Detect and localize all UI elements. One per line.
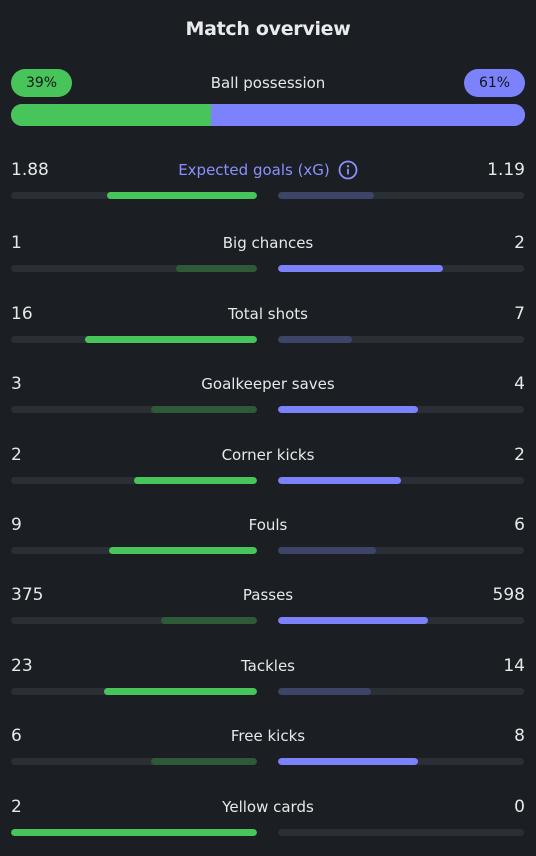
stat-row: 23 Tackles 14 [11,654,525,700]
stat-name: Fouls [111,513,425,537]
stat-label: Total shots [228,305,308,323]
away-stat-bar [278,547,524,554]
away-stat-bar-fill [278,617,429,624]
stat-label: Passes [242,586,294,604]
home-stat-value: 3 [11,374,22,394]
home-stat-bar-fill [175,265,257,272]
stat-label: Free kicks [230,727,306,745]
home-stat-bar [11,192,257,199]
home-stat-bar [11,829,257,836]
away-stat-bar [278,758,524,765]
away-stat-value: 2 [514,445,525,465]
away-stat-bar-fill [278,406,419,413]
away-stat-bar [278,688,524,695]
stat-name: Total shots [111,302,425,326]
stat-label: Expected goals (xG) [178,161,330,179]
home-stat-bar-fill [161,617,257,624]
home-stat-bar [11,758,257,765]
home-stat-bar [11,547,257,554]
away-stat-bar [278,477,524,484]
stat-row: 1.88 Expected goals (xG) 1.19 [11,158,525,204]
stat-row: 2 Corner kicks 2 [11,443,525,489]
away-stat-bar [278,265,524,272]
away-stat-value: 14 [503,656,525,676]
away-stat-value: 6 [514,515,525,535]
stat-name: Corner kicks [111,443,425,467]
stat-name: Goalkeeper saves [111,372,425,396]
stat-label: Goalkeeper saves [201,375,335,393]
stat-label: Tackles [240,657,296,675]
home-stat-bar-fill [84,336,257,343]
home-stat-value: 1 [11,233,22,253]
away-stat-bar-fill [278,336,352,343]
home-stat-bar-fill [106,192,257,199]
away-stat-bar-fill [278,758,419,765]
away-stat-bar [278,336,524,343]
home-stat-value: 6 [11,726,22,746]
home-stat-bar [11,688,257,695]
stat-row: 1 Big chances 2 [11,231,525,277]
stat-name[interactable]: Expected goals (xG) [111,158,425,182]
stat-name: Tackles [111,654,425,678]
away-stat-bar [278,192,524,199]
away-stat-bar-fill [278,192,374,199]
home-stat-bar [11,406,257,413]
home-stat-bar-fill [109,547,257,554]
stat-row: 2 Yellow cards 0 [11,795,525,841]
stat-row: 3 Goalkeeper saves 4 [11,372,525,418]
away-stat-value: 7 [514,304,525,324]
away-stat-value: 0 [514,797,525,817]
stat-row: 9 Fouls 6 [11,513,525,559]
stat-name: Passes [111,583,425,607]
home-stat-value: 16 [11,304,33,324]
home-stat-value: 375 [11,585,44,605]
away-possession-fill [211,104,525,126]
home-stat-value: 1.88 [11,160,49,180]
away-stat-bar-fill [278,265,443,272]
home-stat-bar-fill [134,477,257,484]
home-stat-value: 2 [11,797,22,817]
away-stat-bar-fill [278,547,377,554]
away-stat-value: 8 [514,726,525,746]
possession-bar [11,104,525,126]
stat-name: Big chances [111,231,425,255]
home-possession-fill [11,104,212,126]
stat-row: 6 Free kicks 8 [11,724,525,770]
stat-row: 375 Passes 598 [11,583,525,629]
away-stat-value: 1.19 [487,160,525,180]
home-stat-bar [11,477,257,484]
home-stat-value: 9 [11,515,22,535]
home-stat-bar [11,336,257,343]
away-possession-badge: 61% [464,69,525,97]
possession-label: Ball possession [210,74,326,92]
stat-label: Fouls [248,516,288,534]
stat-label: Big chances [222,234,314,252]
away-stat-value: 598 [492,585,525,605]
home-stat-bar-fill [104,688,257,695]
away-stat-bar-fill [278,688,372,695]
home-stat-bar [11,617,257,624]
home-stat-bar-fill [151,406,257,413]
stat-name: Free kicks [111,724,425,748]
home-stat-value: 2 [11,445,22,465]
away-stat-bar [278,617,524,624]
home-stat-value: 23 [11,656,33,676]
page-title: Match overview [185,18,351,40]
away-stat-bar-fill [278,477,401,484]
home-stat-bar [11,265,257,272]
stat-row: 16 Total shots 7 [11,302,525,348]
stat-label: Yellow cards [222,798,314,816]
away-stat-value: 2 [514,233,525,253]
info-icon[interactable] [338,160,358,180]
stat-label: Corner kicks [221,446,315,464]
home-stat-bar-fill [151,758,257,765]
away-stat-bar [278,406,524,413]
away-stat-value: 4 [514,374,525,394]
stat-name: Yellow cards [111,795,425,819]
home-stat-bar-fill [11,829,257,836]
away-stat-bar [278,829,524,836]
home-possession-badge: 39% [11,69,72,97]
ball-possession-row: Ball possession 39% 61% [11,68,525,128]
